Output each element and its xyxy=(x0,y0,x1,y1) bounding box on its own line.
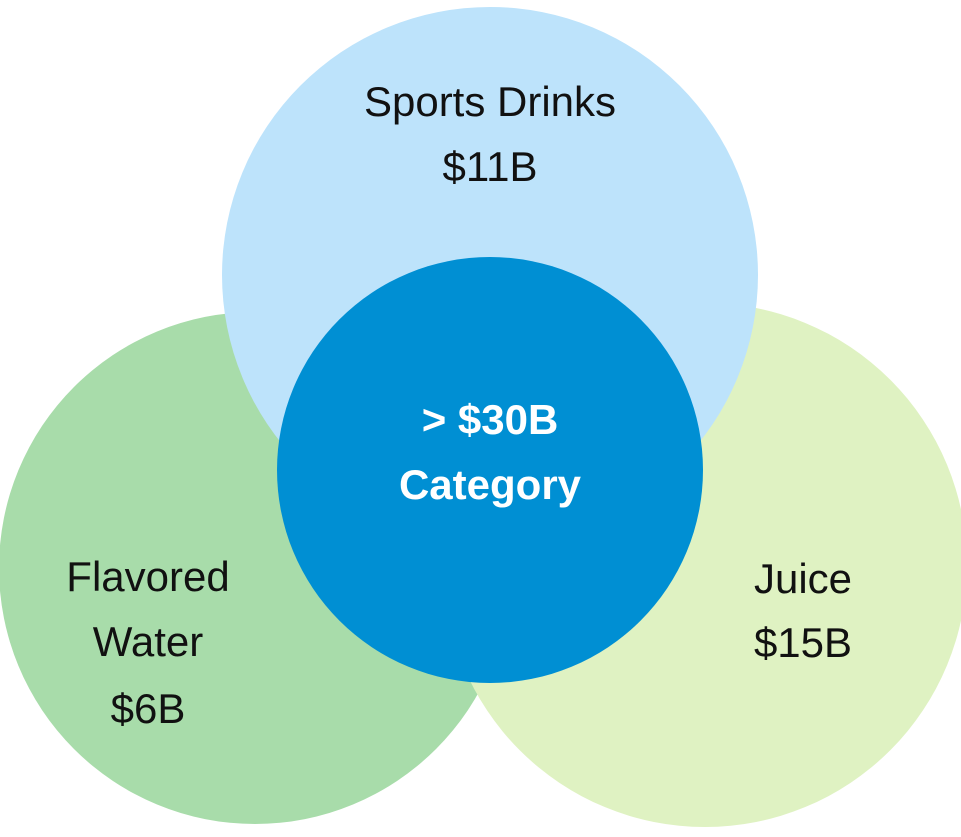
node-label: $11B xyxy=(443,143,538,190)
category-circle xyxy=(277,257,703,683)
node-label: $6B xyxy=(111,685,186,732)
center-label: Category xyxy=(399,461,582,508)
node-label: $15B xyxy=(754,619,852,666)
node-label: Water xyxy=(93,618,203,665)
node-label: Juice xyxy=(754,555,852,602)
center-label: > $30B xyxy=(422,396,559,443)
node-label: Flavored xyxy=(66,553,229,600)
node-label: Sports Drinks xyxy=(364,78,616,125)
